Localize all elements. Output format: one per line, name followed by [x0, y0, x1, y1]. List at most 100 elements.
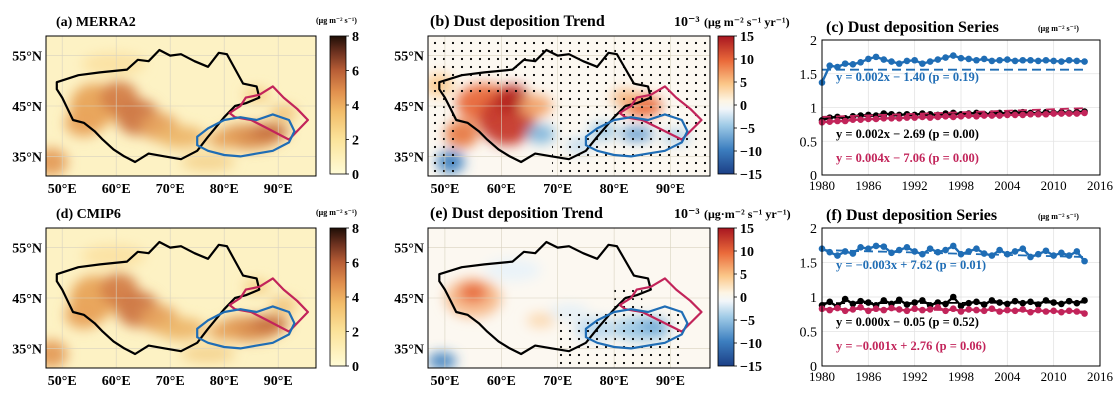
map-panel-b: 50°E 60°E 70°E 80°E 90°E 55°N 45°N 35°N (b) Dust…	[394, 13, 789, 197]
region-border-blue	[584, 113, 689, 158]
map-x-tick-label: 50°E	[48, 182, 77, 197]
data-point	[949, 52, 957, 59]
plot-frame	[821, 39, 1101, 176]
data-point	[888, 58, 895, 65]
shade-blob	[428, 352, 457, 368]
colorbar-exponent: 10⁻³	[674, 15, 700, 30]
chart-title: (c) Dust deposition Series	[826, 19, 999, 36]
colorbar-unit: (μg m⁻² s⁻¹ yr⁻¹)	[704, 15, 790, 29]
y-tick-label: 1.5	[800, 257, 818, 272]
shade-blob	[181, 153, 235, 171]
data-point	[1058, 249, 1065, 257]
region-border-red	[618, 277, 703, 333]
map-panel-title: (a) MERRA2	[56, 15, 136, 30]
map-y-tick-label: 35°N	[12, 342, 42, 357]
data-point	[988, 57, 996, 65]
trend-line	[821, 107, 1085, 118]
x-tick-label: 1998	[948, 369, 974, 384]
map-frame	[427, 227, 711, 369]
map-x-tick-label: 90°E	[264, 374, 293, 389]
map-y-tick-label: 35°N	[394, 342, 424, 357]
shade-blob	[459, 282, 488, 303]
map-y-tick-label: 55°N	[394, 242, 424, 257]
map-panel-title: (b) Dust deposition Trend	[430, 13, 605, 30]
map-y-tick-label: 45°N	[394, 292, 424, 307]
data-point	[957, 250, 965, 258]
colorbar	[329, 227, 347, 367]
x-tick-label: 2010	[1041, 369, 1067, 384]
colorbar-tick-label: 4	[352, 291, 359, 306]
region-border-red	[228, 85, 309, 141]
data-point	[973, 112, 980, 120]
x-tick-label: 1986	[855, 369, 882, 384]
x-tick-label: 2016	[1087, 178, 1114, 193]
data-point	[1011, 307, 1019, 315]
data-point	[826, 118, 834, 125]
data-point	[857, 244, 864, 251]
colorbar	[717, 35, 735, 175]
data-point	[919, 113, 926, 121]
colorbar-tick-label: 5	[740, 76, 747, 91]
data-point	[841, 295, 849, 303]
colorbar-tick-label: 15	[740, 222, 754, 237]
trend-line	[821, 301, 1085, 305]
data-point	[911, 305, 918, 313]
x-tick-label: 1998	[948, 178, 974, 193]
data-point	[980, 55, 988, 63]
shade-blob	[156, 125, 206, 148]
colorbar-tick-label: 4	[352, 99, 359, 114]
trend-equation: y = −0.001x + 2.76 (p = 0.06)	[836, 339, 986, 353]
data-point	[888, 115, 895, 122]
data-point	[872, 305, 880, 313]
data-point	[903, 114, 911, 121]
data-point	[1065, 110, 1073, 117]
region-border-blue	[196, 305, 296, 350]
region-border-red	[228, 277, 309, 333]
map-y-tick-label: 45°N	[12, 292, 42, 307]
colorbar-unit: (μg m⁻² s⁻¹)	[316, 16, 357, 25]
x-tick-label: 1986	[855, 178, 882, 193]
data-point	[834, 117, 841, 125]
data-point	[934, 248, 942, 256]
x-tick-label: 1980	[809, 178, 835, 193]
data-point	[949, 113, 957, 121]
data-point	[1058, 58, 1065, 65]
data-point	[1050, 110, 1057, 117]
data-point	[949, 305, 957, 313]
data-point	[996, 308, 1003, 315]
data-point	[973, 245, 980, 252]
y-tick-label: 0.5	[800, 326, 818, 341]
map-x-tick-label: 80°E	[600, 374, 629, 389]
shade-blob	[526, 124, 555, 144]
y-tick-label: 2	[810, 222, 817, 237]
data-point	[926, 58, 934, 65]
y-tick-label: 1.5	[800, 68, 818, 83]
colorbar-tick-label: 8	[352, 30, 359, 45]
shade-blob	[484, 258, 541, 282]
data-point	[1019, 111, 1027, 119]
data-point	[1065, 307, 1073, 315]
y-tick-label: 2	[810, 34, 817, 49]
significance-dots	[428, 36, 553, 95]
data-point	[934, 113, 942, 121]
trend-equation: y = 0.000x − 0.05 (p = 0.52)	[836, 315, 979, 329]
data-point	[1058, 110, 1065, 117]
map-x-tick-label: 80°E	[600, 182, 629, 197]
y-tick-label: 0.5	[800, 135, 818, 150]
data-point	[841, 117, 849, 125]
x-tick-label: 2010	[1041, 178, 1067, 193]
data-point	[1004, 56, 1011, 63]
colorbar-exponent: 10⁻³	[674, 207, 700, 222]
trend-equation: y = 0.004x − 7.06 (p = 0.00)	[836, 151, 979, 165]
colorbar-tick-label: 2	[352, 134, 359, 149]
data-point	[1011, 57, 1019, 65]
trend-equation: y = 0.002x − 2.69 (p = 0.00)	[836, 127, 979, 141]
data-point	[988, 112, 996, 119]
x-tick-label: 1980	[809, 369, 835, 384]
series-2	[818, 107, 1088, 126]
data-point	[988, 252, 996, 259]
x-tick-label: 2016	[1087, 369, 1114, 384]
y-tick-label: 1	[810, 102, 817, 117]
data-point	[949, 242, 957, 250]
